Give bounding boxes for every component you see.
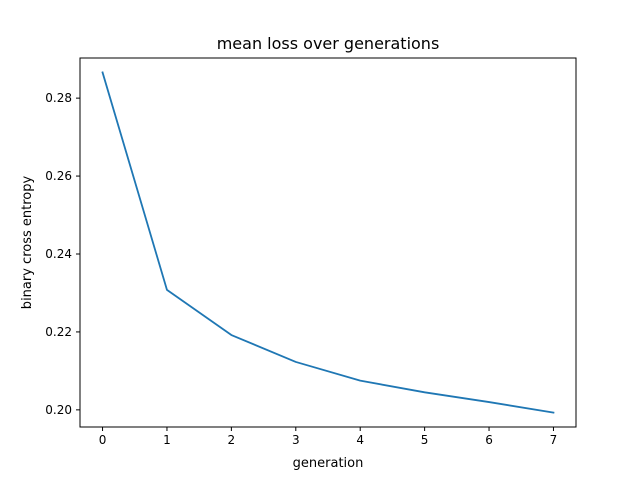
x-tick-label: 4	[356, 433, 364, 447]
y-tick-label: 0.28	[45, 91, 72, 105]
plot-area	[80, 58, 576, 427]
y-axis-label: binary cross entropy	[20, 176, 35, 310]
x-tick-label: 6	[485, 433, 493, 447]
x-tick-label: 0	[99, 433, 107, 447]
y-tick-label: 0.24	[45, 247, 72, 261]
y-tick-label: 0.22	[45, 325, 72, 339]
x-tick-label: 2	[228, 433, 236, 447]
chart-title: mean loss over generations	[217, 34, 440, 53]
axis-ticks: 0 1 2 3 4 5 6 7 0.20 0.22 0.24 0.26 0.28	[45, 91, 557, 447]
x-tick-label: 3	[292, 433, 300, 447]
x-tick-label: 1	[163, 433, 171, 447]
y-tick-label: 0.26	[45, 169, 72, 183]
x-axis-label: generation	[293, 456, 364, 471]
plot-frame	[79, 57, 577, 428]
x-tick-label: 5	[421, 433, 429, 447]
series-line	[101, 71, 555, 414]
x-tick-label: 7	[550, 433, 558, 447]
y-tick-label: 0.20	[45, 403, 72, 417]
